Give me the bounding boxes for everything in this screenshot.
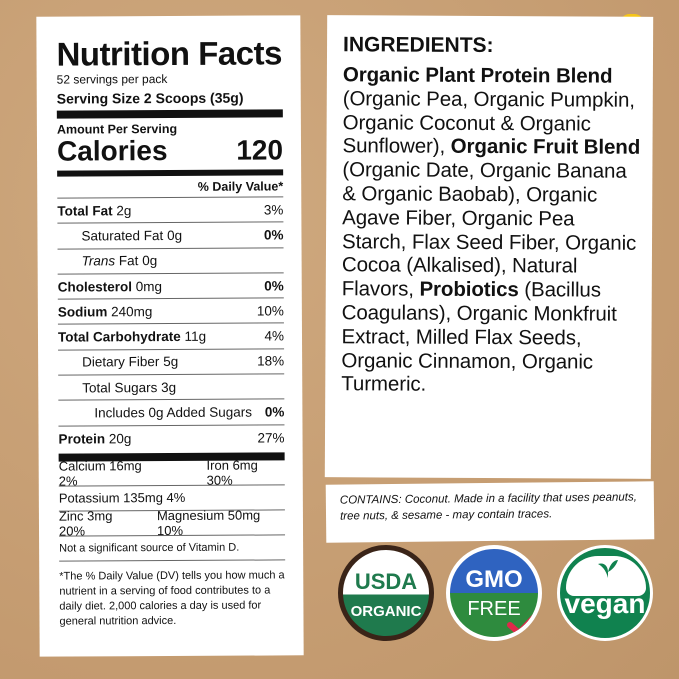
mineral-value: Zinc 3mg 20% <box>58 508 113 539</box>
ingredient-group: Probiotics <box>419 277 519 302</box>
checkmark-icon <box>507 610 538 637</box>
footnote: *The % Daily Value (DV) tells you how mu… <box>59 569 285 628</box>
gmo-free-badge: GMO FREE <box>446 545 542 641</box>
badge-arc <box>566 556 646 596</box>
mineral-row: Zinc 3mg 20% Magnesium 50mg 10% <box>58 507 286 539</box>
nutrient-name: Includes 0g Added Sugars <box>94 404 253 421</box>
nutrient-name: Cholesterol <box>57 278 133 295</box>
nutrient-amount: 3g <box>161 379 177 395</box>
nutrient-name: Total Carbohydrate <box>57 329 181 345</box>
mineral-row: Calcium 16mg 2% Iron 6mg 30% <box>58 457 285 489</box>
nutrient-row: Total Fat 2g 3% <box>57 197 284 224</box>
nutrient-label: Total Sugars 3g <box>82 380 176 395</box>
leaf-icon <box>598 560 618 578</box>
nutrient-row: Protein 20g 27% <box>58 425 284 451</box>
serving-size: Serving Size 2 Scoops (35g) <box>56 89 244 107</box>
ingredients-text: Organic Plant Protein Blend (Organic Pea… <box>341 63 643 398</box>
nutrient-name: Trans <box>81 253 116 269</box>
nutrient-name-suffix: Fat <box>118 253 139 269</box>
nutrient-label: Includes 0g Added Sugars <box>94 405 252 421</box>
nutrient-amount: 5g <box>163 354 179 370</box>
nutrient-label: Total Carbohydrate 11g <box>58 329 206 345</box>
nutrient-amount: 2g <box>116 202 132 218</box>
calories-value: 120 <box>236 134 284 166</box>
nutrient-row: Trans Fat 0g <box>57 247 284 275</box>
vegan-label: vegan <box>564 588 646 619</box>
nutrient-label: Dietary Fiber 5g <box>82 354 178 370</box>
daily-value-header: % Daily Value* <box>57 179 284 199</box>
nutrient-daily-value: 4% <box>264 328 285 344</box>
nutrient-name: Dietary Fiber <box>82 354 160 370</box>
free-label: FREE <box>467 597 521 620</box>
nutrient-amount: 240mg <box>111 303 153 320</box>
ingredients-heading: INGREDIENTS: <box>342 33 494 58</box>
nutrient-row: Sodium 240mg 10% <box>57 298 284 326</box>
nutrient-label: Total Fat 2g <box>57 203 131 218</box>
nutrient-row: Total Sugars 3g <box>58 374 285 401</box>
nutrient-amount: 20g <box>108 431 132 447</box>
nutrient-daily-value: 0% <box>264 277 284 294</box>
servings: 52 servings per pack <box>56 72 168 87</box>
nutrient-daily-value: 18% <box>257 353 285 369</box>
organic-label: ORGANIC <box>350 602 422 620</box>
nutrient-row: Cholesterol 0mg 0% <box>57 273 284 300</box>
mineral-value: Calcium 16mg 2% <box>58 458 142 489</box>
mineral-value: Iron 6mg 30% <box>206 457 258 488</box>
nutrient-daily-value: 10% <box>256 303 284 319</box>
nutrient-label: Cholesterol 0mg <box>58 279 162 295</box>
allergen-statement: CONTAINS: Coconut. Made in a facility th… <box>325 481 655 543</box>
nutrient-row: Dietary Fiber 5g 18% <box>58 349 285 376</box>
ingredient-group: Organic Plant Protein Blend <box>342 63 613 88</box>
ingredients-panel: INGREDIENTS: Organic Plant Protein Blend… <box>324 15 654 479</box>
nutrient-name: Sodium <box>57 304 108 320</box>
nutrient-name: Total Sugars <box>82 379 158 396</box>
mineral-value: Magnesium 50mg 10% <box>156 507 261 539</box>
nutrient-label: Trans Fat 0g <box>82 253 158 268</box>
nutrient-row: Includes 0g Added Sugars 0% <box>58 399 285 427</box>
usda-label: USDA <box>354 568 418 594</box>
nutrient-name: Protein <box>58 431 106 447</box>
ingredient-group: Organic Fruit Blend <box>450 135 641 160</box>
nutrient-amount: 0mg <box>135 278 163 294</box>
nutrition-title: Nutrition Facts <box>56 34 282 73</box>
nutrient-row: Total Carbohydrate 11g 4% <box>57 323 285 351</box>
vitamin-note: Not a significant source of Vitamin D. <box>59 535 286 562</box>
divider <box>57 169 284 177</box>
nutrient-daily-value: 0% <box>264 404 285 420</box>
nutrient-amount: 0g <box>142 253 158 269</box>
mineral-value: Potassium 135mg 4% <box>58 490 186 507</box>
vegan-badge: vegan <box>557 545 653 641</box>
nutrient-daily-value: 27% <box>257 430 285 446</box>
nutrient-label: Protein 20g <box>58 431 131 446</box>
nutrition-facts-panel: Nutrition Facts 52 servings per pack Ser… <box>36 15 304 657</box>
nutrient-daily-value: 0% <box>263 227 284 243</box>
nutrient-daily-value: 3% <box>263 202 284 218</box>
calories-row: Calories 120 <box>56 134 284 167</box>
nutrient-row: Saturated Fat 0g 0% <box>57 222 284 250</box>
usda-organic-badge: USDA ORGANIC <box>338 545 434 641</box>
nutrient-name: Saturated Fat <box>81 227 164 244</box>
divider <box>56 109 283 119</box>
gmo-label: GMO <box>465 565 523 593</box>
nutrient-label: Saturated Fat 0g <box>81 228 182 244</box>
nutrient-label: Sodium 240mg <box>58 304 153 319</box>
nutrient-amount: 0g <box>167 227 183 243</box>
nutrient-amount: 11g <box>184 328 207 345</box>
nutrient-name: Total Fat <box>57 202 113 219</box>
calories-label: Calories <box>56 135 168 167</box>
